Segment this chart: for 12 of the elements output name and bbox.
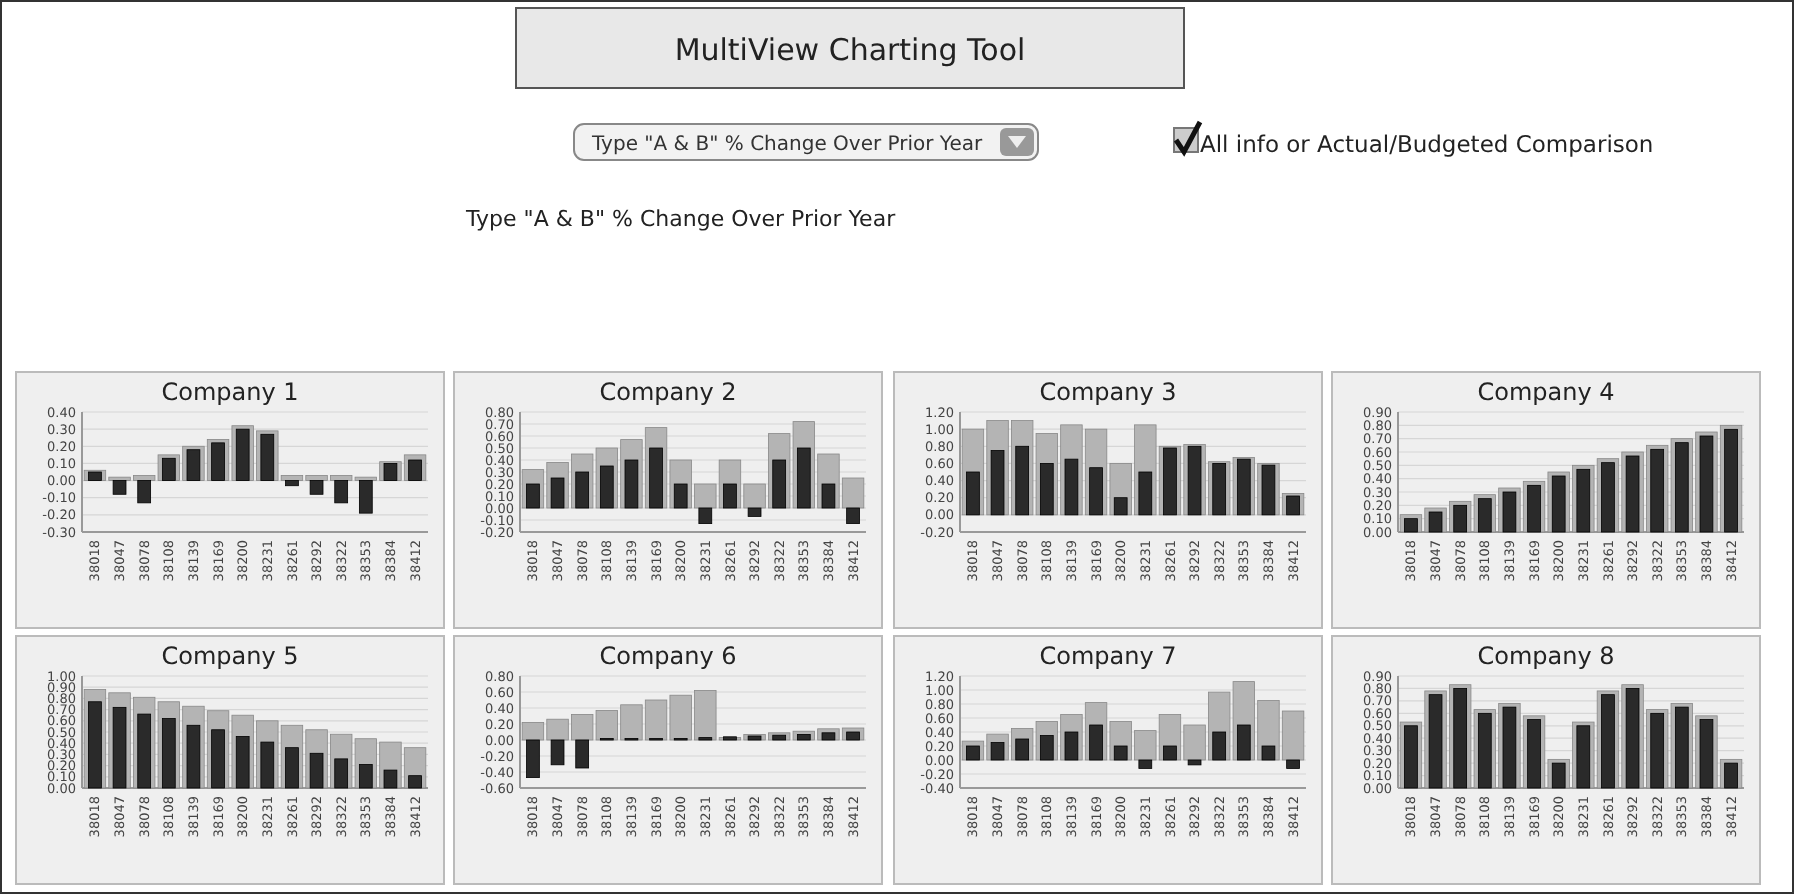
chart-title: Company 5 xyxy=(161,642,299,670)
text: Type "A & B" % Change Over Prior Year xyxy=(464,206,897,232)
chart-title: Company 7 xyxy=(1039,642,1177,670)
chart-title: Company 3 xyxy=(1039,378,1177,406)
text: MultiView Charting Tool xyxy=(674,32,1026,68)
chart-title: Company 8 xyxy=(1477,642,1615,670)
chart-title: Company 4 xyxy=(1477,378,1615,406)
dropdown-menu: Type "A & B" % Change Over Prior Year xyxy=(573,123,1039,161)
chart-title: Company 2 xyxy=(599,378,737,406)
text: All info or Actual/Budgeted Comparison xyxy=(1200,130,1654,158)
chart-title: Company 1 xyxy=(161,378,299,406)
chart-title: Company 6 xyxy=(599,642,737,670)
